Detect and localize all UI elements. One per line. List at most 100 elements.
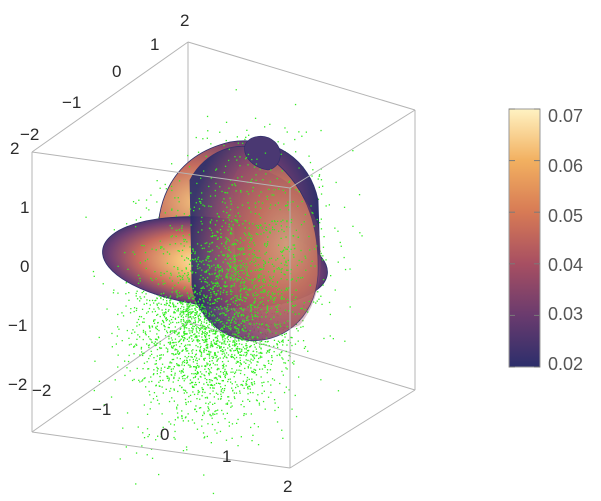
scatter-point — [227, 273, 229, 275]
scatter-point — [257, 312, 259, 314]
scatter-point — [222, 219, 224, 222]
scatter-point — [197, 372, 199, 374]
scatter-point — [209, 299, 211, 302]
scatter-point — [227, 380, 229, 383]
scatter-point — [126, 329, 128, 332]
scatter-point — [130, 308, 132, 310]
scatter-point — [180, 243, 182, 245]
scatter-point — [186, 307, 188, 309]
scatter-point — [249, 323, 252, 325]
scatter-point — [272, 276, 275, 278]
scatter-point — [245, 345, 247, 347]
scatter-point — [245, 343, 247, 345]
scatter-point — [247, 306, 249, 308]
scatter-point — [298, 131, 300, 133]
scatter-point — [145, 267, 147, 270]
scatter-point — [148, 381, 150, 383]
scatter-point — [240, 404, 242, 406]
scatter-point — [164, 183, 166, 186]
scatter-point — [220, 395, 223, 398]
scatter-point — [243, 414, 245, 417]
scatter-point — [183, 330, 185, 333]
scatter-point — [251, 235, 253, 237]
scatter-point — [210, 260, 212, 262]
scatter-point — [214, 309, 216, 311]
scatter-point — [277, 293, 279, 295]
scatter-point — [149, 394, 151, 396]
scatter-point — [277, 244, 280, 246]
scatter-point — [273, 345, 275, 347]
scatter-point — [215, 382, 218, 384]
scatter-point — [267, 328, 269, 330]
scatter-point — [278, 288, 280, 290]
scatter-point — [242, 263, 244, 265]
scatter-point — [153, 308, 155, 310]
scatter-point — [188, 316, 190, 319]
scatter-point — [186, 338, 188, 340]
scatter-point — [169, 305, 172, 308]
scatter-point — [169, 225, 171, 227]
scatter-point — [136, 325, 138, 327]
scatter-point — [196, 326, 198, 328]
scatter-point — [194, 381, 197, 384]
scatter-point — [197, 151, 200, 153]
scatter-point — [181, 270, 183, 272]
scatter-point — [156, 342, 158, 344]
scatter-point — [194, 284, 196, 286]
scatter-point — [190, 316, 192, 318]
scatter-point — [173, 266, 175, 268]
scatter-point — [160, 247, 162, 249]
scatter-point — [274, 325, 276, 327]
scatter-point — [159, 315, 161, 318]
scatter-point — [199, 292, 201, 294]
scatter-point — [154, 341, 156, 343]
scatter-point — [269, 204, 272, 206]
scatter-point — [212, 387, 214, 389]
scatter-point — [142, 321, 144, 323]
scatter-point — [176, 294, 179, 296]
scatter-point — [208, 326, 210, 329]
scatter-point — [233, 350, 235, 352]
scatter-point — [218, 285, 220, 287]
scatter-point — [209, 351, 211, 353]
scatter-point — [227, 319, 229, 321]
scatter-point — [211, 355, 213, 358]
scatter-point — [275, 306, 277, 308]
scatter-point — [211, 344, 213, 347]
scatter-point — [236, 297, 238, 299]
scatter-point — [198, 304, 200, 306]
scatter-point — [177, 197, 179, 199]
scatter-point — [253, 343, 255, 346]
scatter-point — [257, 263, 260, 266]
scatter-point — [200, 376, 202, 378]
scatter-point — [275, 223, 277, 225]
scatter-point — [212, 287, 215, 289]
scatter-point — [202, 297, 204, 300]
scatter-point — [213, 273, 216, 275]
scatter-point — [195, 302, 197, 304]
scatter-point — [277, 289, 279, 291]
scatter-point — [202, 286, 204, 288]
scatter-point — [188, 278, 190, 280]
scatter-point — [198, 328, 201, 330]
scatter-point — [297, 236, 299, 238]
scatter-point — [122, 315, 125, 317]
scatter-point — [196, 293, 198, 295]
scatter-point — [289, 273, 292, 275]
scatter-point — [313, 225, 315, 227]
scatter-point — [225, 291, 227, 293]
scatter-point — [220, 393, 222, 395]
scatter-point — [133, 310, 135, 313]
scatter-point — [204, 281, 206, 283]
scatter-point — [244, 327, 246, 329]
scatter-point — [255, 355, 257, 357]
scatter-point — [254, 213, 257, 215]
scatter-point — [229, 328, 232, 331]
scatter-point — [188, 337, 190, 339]
scatter-point — [234, 342, 236, 344]
scatter-point — [174, 305, 177, 308]
scatter-point — [252, 359, 254, 361]
scatter-point — [250, 310, 252, 312]
scatter-point — [245, 362, 247, 364]
scatter-point — [199, 371, 202, 373]
